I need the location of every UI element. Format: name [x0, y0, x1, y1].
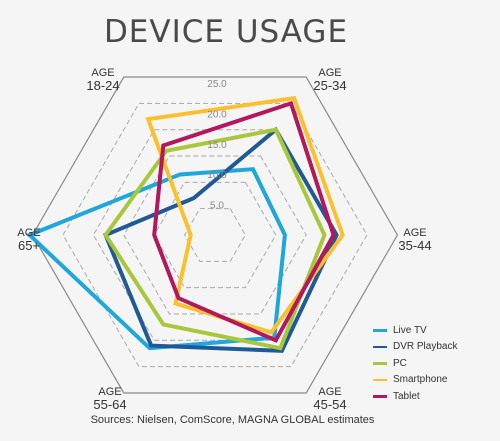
chart-title: DEVICE USAGE	[103, 14, 349, 50]
legend-item-tablet: Tablet	[373, 388, 457, 405]
series-line-tablet	[152, 100, 336, 343]
axis-label-line2: 45-54	[313, 397, 346, 412]
tick-label: 25.0	[207, 79, 227, 90]
series-line-pc	[103, 127, 327, 351]
axis-label-line1: AGE	[98, 386, 121, 398]
legend-label: Live TV	[393, 324, 427, 336]
tick-label: 5.0	[210, 201, 224, 212]
axis-label-line1: AGE	[91, 67, 114, 79]
grid-ring-1	[184, 208, 246, 262]
axis-label-line1: AGE	[318, 386, 341, 398]
legend-label: DVR Playback	[393, 341, 458, 353]
legend-swatch	[373, 345, 387, 348]
series-line-smartphone	[145, 95, 345, 335]
tick-label: 15.0	[207, 140, 227, 151]
axis-label-line1: AGE	[403, 227, 426, 239]
series-layer	[25, 95, 345, 353]
outer-hexagon	[31, 76, 399, 394]
grid-ring-3	[123, 155, 307, 315]
legend: Live TV DVR Playback PC Smartphone Table…	[373, 322, 457, 405]
legend-swatch	[373, 395, 387, 398]
axis-label-line2: 65+	[18, 238, 40, 253]
legend-swatch	[373, 329, 387, 332]
axis-label-line1: AGE	[17, 227, 40, 239]
axis-label-line1: AGE	[318, 67, 341, 79]
tick-label: 10.0	[207, 170, 227, 181]
legend-label: Smartphone	[393, 374, 448, 386]
series-line-dvr-playback	[102, 126, 339, 353]
axis-label-line2: 35-44	[398, 238, 431, 253]
legend-item-pc: PC	[373, 355, 457, 372]
legend-label: Tablet	[393, 390, 420, 402]
legend-item-live-tv: Live TV	[373, 322, 457, 339]
legend-swatch	[373, 362, 387, 365]
axis-label-line2: 55-64	[93, 397, 126, 412]
series-line-live-tv	[25, 167, 287, 351]
grid-ring-5	[62, 102, 368, 368]
legend-label: PC	[393, 357, 407, 369]
tick-label: 20.0	[207, 109, 227, 120]
axis-label-line2: 25-34	[313, 78, 346, 93]
source-note: Sources: Nielsen, ComScore, MAGNA GLOBAL…	[90, 414, 375, 426]
grid-ring-2	[153, 181, 277, 289]
legend-item-smartphone: Smartphone	[373, 372, 457, 389]
legend-item-dvr-playback: DVR Playback	[373, 339, 457, 356]
axis-label-line2: 18-24	[86, 78, 119, 93]
legend-swatch	[373, 378, 387, 381]
label-layer: 5.010.015.020.025.0AGE25-34AGE35-44AGE45…	[17, 67, 431, 412]
